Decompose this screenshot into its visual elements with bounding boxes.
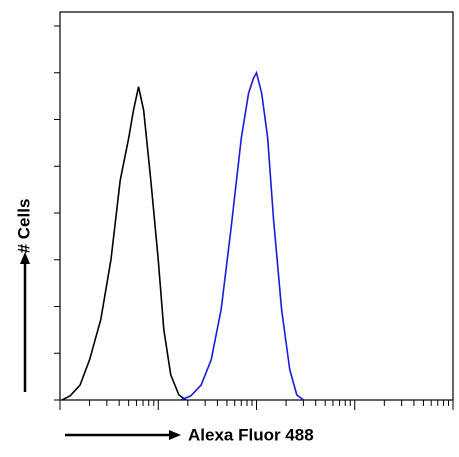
y-arrow-head xyxy=(20,252,30,264)
x-arrow-head xyxy=(169,430,181,440)
plot-frame xyxy=(59,11,454,401)
histogram-line xyxy=(180,70,305,401)
histogram-line xyxy=(61,86,187,401)
y-axis-label: # Cells xyxy=(14,199,33,254)
x-axis-label: Alexa Fluor 488 xyxy=(188,425,314,444)
